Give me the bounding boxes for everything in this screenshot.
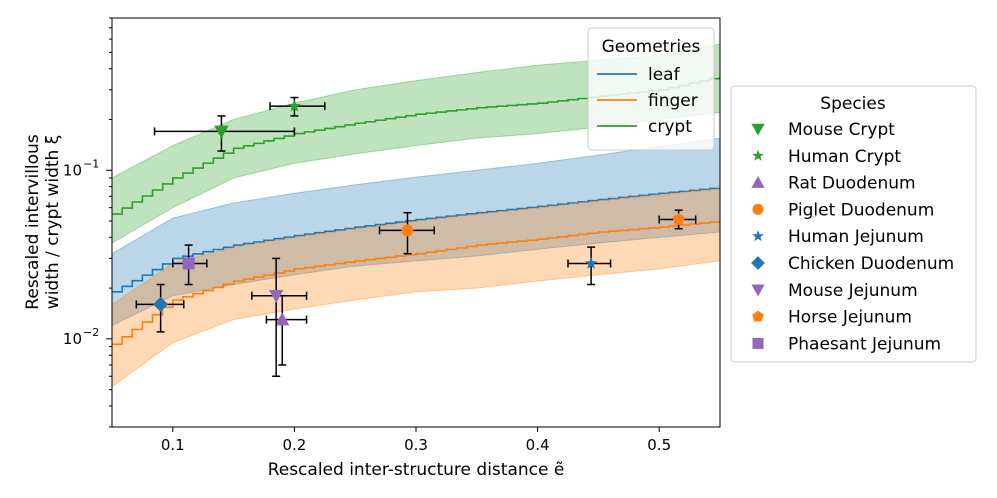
legend-marker-chicken-duodenum bbox=[751, 256, 765, 270]
marker-human-crypt bbox=[288, 99, 301, 112]
legend-label-phaesant-jejunum: Phaesant Jejunum bbox=[788, 334, 941, 354]
point-piglet-duodenum bbox=[378, 211, 435, 255]
y-axis-label: Rescaled intervillous width / crypt widt… bbox=[23, 134, 63, 310]
legend-marker-piglet-duodenum bbox=[752, 203, 764, 215]
marker-mouse-jejunum bbox=[269, 290, 284, 303]
legend-label-mouse-crypt: Mouse Crypt bbox=[788, 120, 895, 140]
legend-marker-human-crypt bbox=[752, 149, 764, 161]
legend-label-human-jejunum: Human Jejunum bbox=[788, 227, 924, 247]
legend-marker-human-jejunum bbox=[752, 230, 764, 242]
y-tick-label: 10 bbox=[63, 330, 82, 348]
legend-label-chicken-duodenum: Chicken Duodenum bbox=[788, 254, 954, 274]
marker-human-jejunum bbox=[584, 256, 598, 269]
legend-label-finger: finger bbox=[648, 91, 698, 111]
band-crypt bbox=[112, 43, 720, 244]
legend-label-crypt: crypt bbox=[648, 117, 692, 137]
x-axis: 0.1 0.2 0.3 0.4 0.5 bbox=[161, 427, 671, 454]
marker-mouse-crypt bbox=[214, 125, 229, 139]
line-leaf bbox=[112, 187, 720, 293]
y-axis-label-line2: width / crypt width ξ bbox=[43, 135, 63, 309]
geometries-legend: Geometries leaf finger crypt bbox=[587, 27, 715, 151]
species-markers bbox=[135, 96, 697, 377]
y-tick-label: 10 bbox=[63, 161, 82, 179]
species-legend-title: Species bbox=[820, 94, 886, 114]
y-tick-exponent: −2 bbox=[83, 326, 99, 339]
y-axis: 10−210−1 bbox=[63, 17, 112, 428]
y-tick-exponent: −1 bbox=[83, 157, 99, 170]
legend-label-rat-duodenum: Rat Duodenum bbox=[788, 174, 916, 194]
point-chicken-duodenum bbox=[135, 283, 185, 333]
y-axis-label-line1: Rescaled intervillous bbox=[23, 134, 43, 310]
marker-phaesant-jejunum bbox=[182, 257, 195, 270]
point-horse-jejunum bbox=[658, 209, 697, 230]
point-phaesant-jejunum bbox=[172, 244, 208, 286]
legend-label-horse-jejunum: Horse Jejunum bbox=[788, 308, 912, 328]
marker-rat-duodenum bbox=[275, 312, 290, 326]
legend-marker-phaesant-jejunum bbox=[752, 337, 764, 349]
marker-piglet-duodenum bbox=[401, 224, 414, 237]
legend-marker-rat-duodenum bbox=[751, 176, 765, 188]
species-legend: Species Mouse Crypt Human Crypt Rat Duoden… bbox=[730, 85, 977, 363]
marker-chicken-duodenum bbox=[153, 296, 169, 312]
x-tick-label: 0.3 bbox=[404, 436, 428, 454]
point-human-jejunum bbox=[567, 246, 612, 286]
legend-label-piglet-duodenum: Piglet Duodenum bbox=[788, 200, 934, 220]
x-tick-label: 0.2 bbox=[282, 436, 306, 454]
legend-label-human-crypt: Human Crypt bbox=[788, 147, 901, 167]
x-tick-label: 0.5 bbox=[647, 436, 671, 454]
point-mouse-crypt bbox=[153, 115, 296, 152]
marker-horse-jejunum bbox=[672, 213, 685, 225]
species-legend-box bbox=[730, 85, 977, 363]
line-finger bbox=[112, 221, 720, 345]
x-axis-label: Rescaled inter-structure distance ẽ bbox=[268, 460, 565, 480]
x-tick-label: 0.1 bbox=[161, 436, 185, 454]
band-finger bbox=[112, 187, 720, 388]
legend-marker-mouse-crypt bbox=[751, 123, 765, 136]
x-tick-label: 0.4 bbox=[526, 436, 550, 454]
band-leaf bbox=[112, 137, 720, 327]
point-mouse-jejunum bbox=[251, 257, 308, 377]
legend-label-leaf: leaf bbox=[648, 65, 681, 85]
geometries-legend-box bbox=[587, 27, 715, 151]
legend-marker-horse-jejunum bbox=[752, 310, 764, 322]
legend-label-mouse-jejunum: Mouse Jejunum bbox=[788, 281, 918, 301]
legend-marker-mouse-jejunum bbox=[751, 284, 765, 297]
point-human-crypt bbox=[269, 96, 326, 117]
geometries-legend-title: Geometries bbox=[602, 37, 701, 57]
